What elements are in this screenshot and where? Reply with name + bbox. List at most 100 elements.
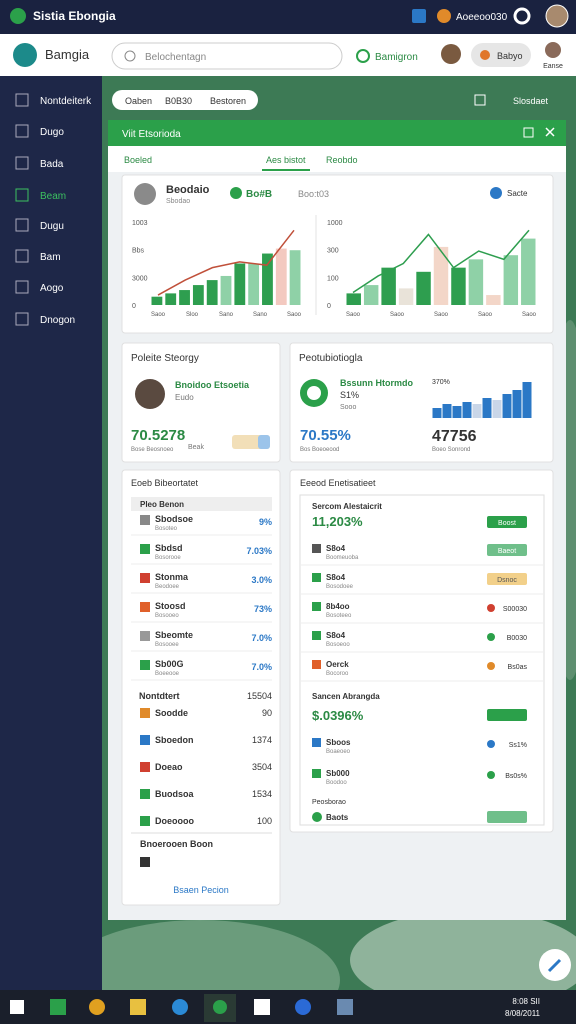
filter[interactable]: Oaben (125, 96, 152, 106)
row-name: S8o4 (326, 631, 346, 640)
taskbar-app[interactable] (337, 999, 353, 1015)
icon (480, 50, 490, 60)
x-label: Sano (253, 312, 268, 318)
tab[interactable]: Boeled (124, 155, 152, 165)
row-name: S8o4 (326, 544, 346, 553)
status: Dsnoc (497, 577, 517, 584)
nav-item[interactable]: Bada (40, 159, 64, 170)
row-icon (140, 602, 150, 612)
panel-title: Viit Etsorioda (122, 129, 181, 140)
taskbar-app[interactable] (254, 999, 270, 1015)
card (121, 342, 281, 463)
nav-item[interactable]: Dnogon (40, 315, 75, 326)
avatar-label: Eanse (543, 63, 563, 70)
nav-item[interactable]: Dugo (40, 127, 64, 138)
avatar[interactable] (545, 42, 561, 58)
icon[interactable] (437, 9, 451, 23)
link[interactable]: Bsaen Pecion (173, 885, 229, 895)
status: Ss1% (509, 742, 527, 749)
maximize-button[interactable] (523, 127, 534, 138)
bar (381, 267, 396, 305)
list-header: Pleo Benon (140, 500, 184, 509)
fab-icon (547, 958, 562, 973)
section-value: 11,203% (312, 514, 363, 529)
row-icon (140, 816, 150, 826)
menu[interactable]: Sacte (507, 189, 528, 198)
x-label: Saoo (151, 312, 166, 318)
row-value: 100 (257, 816, 272, 826)
nav-icon (15, 124, 29, 138)
row-value: 7.03% (246, 546, 272, 556)
avatar[interactable] (441, 44, 461, 64)
row-icon (140, 789, 150, 799)
status: Boost (498, 520, 516, 527)
taskbar-app[interactable] (295, 999, 311, 1015)
taskbar-app[interactable] (172, 999, 188, 1015)
section-title: Sercom Alestaicrit (312, 502, 382, 511)
start-button[interactable] (10, 1000, 24, 1014)
x-label: Saoo (434, 312, 449, 318)
settings-icon[interactable] (513, 7, 531, 25)
nav-item[interactable]: Dugu (40, 221, 64, 232)
nav-item[interactable]: Beam (40, 191, 66, 202)
bar (432, 408, 442, 418)
row-name: Oerck (326, 660, 349, 669)
x-label: Saoo (478, 312, 493, 318)
icon[interactable] (474, 94, 486, 106)
status: B0030 (507, 635, 527, 642)
row-sub: Bocoroo (326, 671, 349, 677)
tick-label: 1000 (327, 220, 343, 227)
filter-pill[interactable] (112, 90, 258, 110)
taskbar-app[interactable] (50, 999, 66, 1015)
row-name: S8o4 (326, 573, 346, 582)
app-icon (10, 8, 26, 24)
avatar (134, 183, 156, 205)
top-bar (0, 0, 576, 34)
search-placeholder[interactable]: Belochentagn (145, 52, 206, 63)
avatar[interactable] (545, 4, 569, 28)
bar (512, 390, 522, 418)
filter[interactable]: B0B30 (165, 96, 192, 106)
row-name: Sbeomte (155, 630, 193, 640)
search-box[interactable] (111, 42, 343, 70)
nav-item[interactable]: Bam (40, 252, 61, 263)
pill-label[interactable]: Babyo (497, 51, 523, 61)
status: Baeot (498, 548, 516, 555)
subtitle: Sbodao (166, 198, 190, 205)
bar (522, 382, 532, 418)
icon[interactable] (412, 9, 426, 23)
row-name: Sbodsoe (155, 514, 193, 524)
note: Sooo (340, 404, 356, 411)
name: Bnoidoo Etsoetia (175, 380, 250, 390)
meta: Boo:t03 (298, 189, 329, 199)
row-sub: Boeeooe (155, 671, 180, 677)
row-value: 3504 (252, 762, 272, 772)
filter[interactable]: Bestoren (210, 96, 246, 106)
x-label: Sano (219, 312, 234, 318)
nav-item[interactable]: Nontdeiterk (40, 96, 92, 107)
taskbar-app[interactable] (130, 999, 146, 1015)
x-label: Saoo (346, 312, 361, 318)
row-value: 1374 (252, 735, 272, 745)
nav-item[interactable]: Aogo (40, 283, 64, 294)
metric: 47756 (432, 428, 477, 445)
tab[interactable]: Aes bistot (266, 155, 306, 165)
row-name: 8b4oo (326, 602, 350, 611)
pill-button[interactable] (471, 43, 531, 67)
tab[interactable]: Reobdo (326, 155, 358, 165)
row-value: 7.0% (251, 662, 272, 672)
status: Bamigron (375, 52, 418, 63)
tick-label: 0 (327, 303, 331, 310)
tab-indicator (262, 169, 310, 171)
taskbar-app[interactable] (213, 1000, 227, 1014)
row-icon (140, 515, 150, 525)
percent: S1% (340, 390, 359, 400)
taskbar-app[interactable] (89, 999, 105, 1015)
app-name: Sistia Ebongia (33, 9, 116, 23)
badge: Bo#B (246, 189, 272, 200)
nav-icon (15, 156, 29, 170)
action[interactable]: Slosdaet (513, 96, 549, 106)
section-value: $.0396% (312, 708, 364, 723)
close-button[interactable] (545, 127, 555, 137)
name: Beodaio (166, 184, 210, 196)
